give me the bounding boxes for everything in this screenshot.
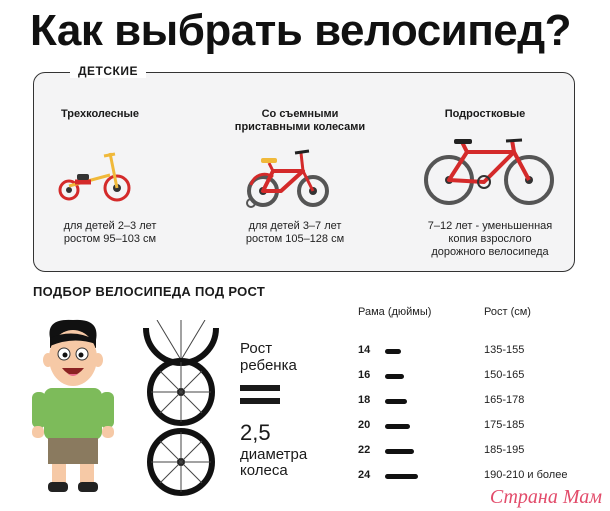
size-section-heading: ПОДБОР ВЕЛОСИПЕДА ПОД РОСТ [33, 284, 266, 299]
teen-bike-desc-1: 7–12 лет - уменьшенная [427, 220, 553, 232]
frame-size-bar [385, 424, 410, 429]
equals-sign-bottom [240, 398, 280, 404]
wheel-bottom-icon [147, 428, 215, 496]
formula-line3: диаметра [240, 446, 308, 463]
watermark-logo: Страна Мам [489, 486, 602, 508]
training-wheels-label-2: приставными колесами [234, 121, 366, 133]
training-wheels-desc-2: ростом 105–128 см [245, 233, 345, 245]
formula-line2: ребенка [240, 357, 297, 374]
height-range: 190-210 и более [484, 469, 568, 481]
training-wheels-label-1: Со съемными [261, 108, 339, 120]
frame-size-bar [385, 449, 414, 454]
height-range: 165-178 [484, 394, 525, 406]
teen-bike-label: Подростковые [444, 108, 526, 120]
wheel-middle-icon [147, 358, 215, 426]
tricycle-desc-2: ростом 95–103 см [63, 233, 157, 245]
frame-size-22: 22 [358, 444, 371, 456]
frame-size-18: 18 [358, 394, 371, 406]
frame-size-20: 20 [358, 419, 371, 431]
height-range: 135-155 [484, 344, 525, 356]
frame-size-bar [385, 349, 401, 354]
teen-bike-desc-2: копия взрослого [448, 233, 532, 245]
frame-size-bar [385, 474, 418, 479]
frame-size-24: 24 [358, 469, 371, 481]
training-wheels-bike-icon [246, 149, 329, 208]
height-range: 175-185 [484, 419, 525, 431]
frame-size-16: 16 [358, 369, 371, 381]
wheel-stack-icon [143, 320, 219, 496]
child-figure-icon [32, 319, 114, 492]
formula-line4: колеса [240, 462, 288, 479]
frame-size-bar [385, 374, 404, 379]
page-title: Как выбрать велосипед? [30, 6, 572, 55]
training-wheels-desc-1: для детей 3–7 лет [248, 220, 342, 232]
teen-bike-desc-3: дорожного велосипеда [431, 246, 549, 258]
frame-column-header: Рама (дюймы) [358, 306, 432, 318]
wheel-top-icon [143, 320, 219, 366]
frame-size-14: 14 [358, 344, 371, 356]
teen-bike-icon [424, 138, 554, 205]
height-range: 185-195 [484, 444, 525, 456]
height-range: 150-165 [484, 369, 525, 381]
tricycle-label: Трехколесные [60, 108, 139, 120]
kids-panel-heading: ДЕТСКИЕ [70, 64, 147, 78]
tricycle-icon [58, 152, 131, 202]
formula-number: 2,5 [240, 420, 271, 445]
formula-line1: Рост [240, 340, 273, 357]
height-column-header: Рост (см) [484, 306, 531, 318]
tricycle-desc-1: для детей 2–3 лет [63, 220, 157, 232]
frame-size-bar [385, 399, 407, 404]
equals-sign-top [240, 385, 280, 391]
